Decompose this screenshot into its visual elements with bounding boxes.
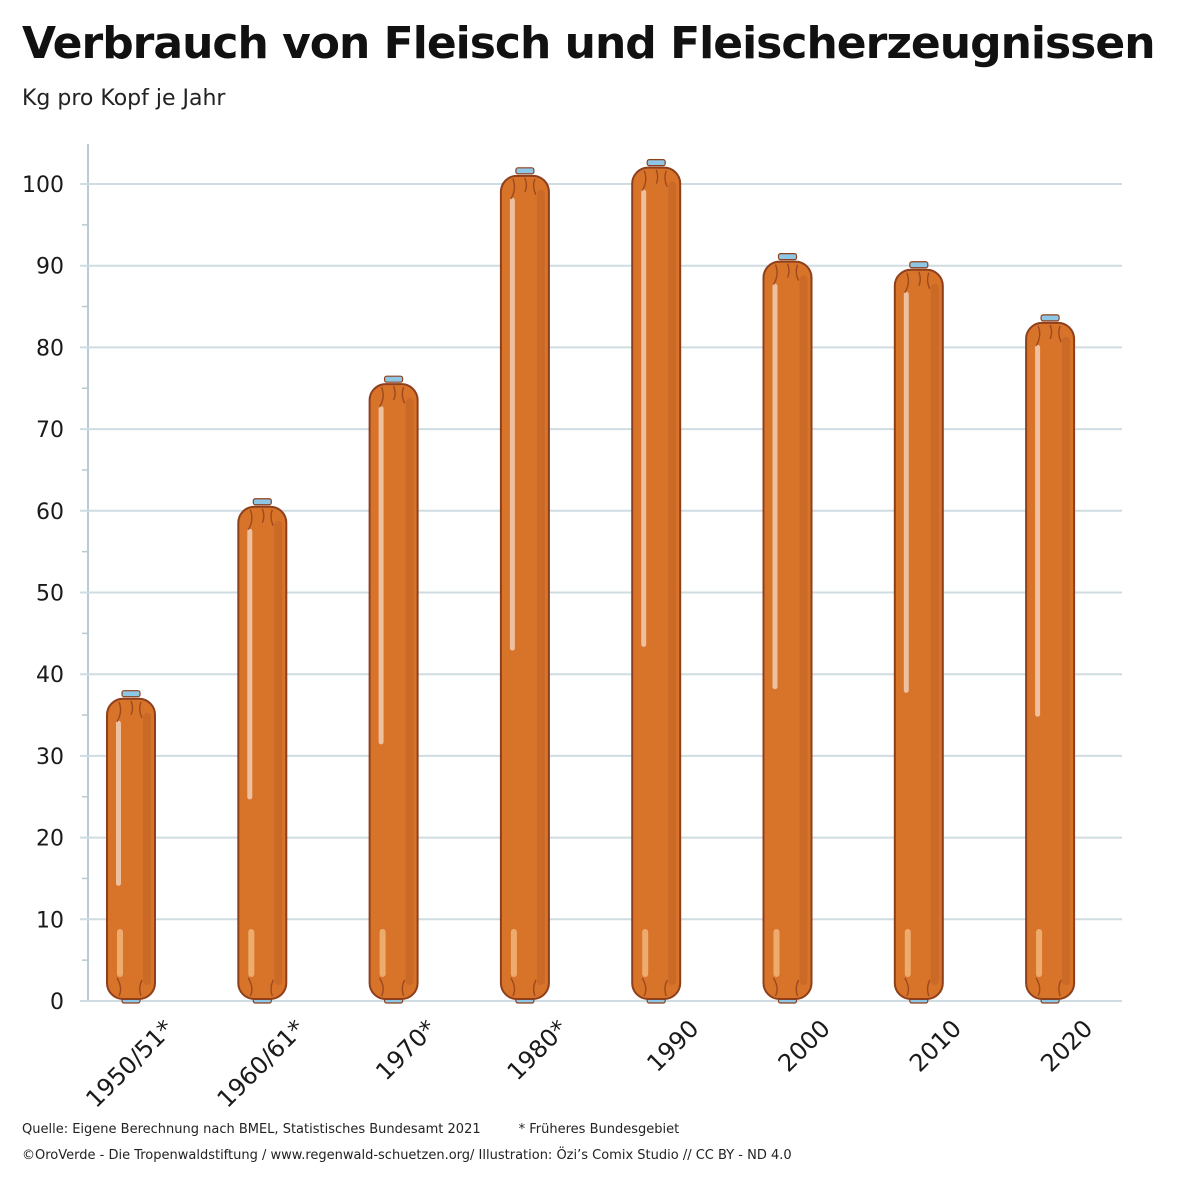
sausage-highlight-low	[117, 929, 123, 977]
sausage-highlight-low	[510, 929, 517, 977]
sausage-shade	[536, 189, 545, 985]
sausage-shade	[1062, 336, 1071, 985]
sausage-highlight	[509, 197, 515, 651]
sausage-wrinkle-bottom	[378, 977, 406, 997]
sausage-tie-top	[252, 498, 272, 506]
sausage-shade	[274, 520, 283, 985]
sausage-highlight-low	[642, 929, 649, 977]
sausage-wrinkle-bottom	[247, 977, 274, 997]
bar	[893, 261, 944, 1004]
bar	[499, 167, 550, 1004]
sausage-wrinkle-bottom	[772, 977, 800, 997]
y-axis: 0 10 20 30 40 50 60 70 80 90 100	[22, 173, 64, 1015]
bar	[1025, 314, 1076, 1004]
sausage-wrinkle-top	[247, 508, 274, 531]
x-tick-label: 1980*	[502, 1014, 573, 1085]
x-tick-label: 2000	[773, 1014, 836, 1077]
sausage-wrinkle-bottom	[510, 977, 537, 997]
y-tick-label: 30	[36, 745, 64, 770]
sausage-highlight	[641, 189, 647, 647]
sausage-highlight	[378, 406, 384, 745]
chart-subtitle: Kg pro Kopf je Jahr	[22, 86, 226, 111]
y-tick-label: 10	[36, 908, 64, 933]
sausage-wrinkle-top	[772, 263, 800, 285]
y-tick-label: 50	[36, 582, 64, 607]
y-tick-label: 70	[36, 418, 64, 443]
footnote-text: * Früheres Bundesgebiet	[518, 1122, 680, 1137]
sausage-highlight-low	[1036, 929, 1043, 977]
sausage-wrinkle-top	[1035, 324, 1062, 347]
sausage-wrinkle-top	[904, 271, 931, 294]
y-tick-label: 0	[50, 990, 64, 1015]
sausage-wrinkle-top	[641, 169, 668, 192]
sausage-highlight	[116, 720, 121, 886]
sausage-highlight-low	[379, 929, 386, 977]
grid-layer	[80, 144, 1122, 1002]
y-tick-label: 100	[22, 173, 64, 198]
x-tick-label: 1970*	[370, 1014, 441, 1085]
sausage-bars	[106, 159, 1076, 1004]
x-axis: 1950/51* 1960/61* 1970* 1980* 1990 2000 2010 20…	[80, 1014, 1098, 1113]
sausage-highlight-low	[773, 929, 780, 977]
bar	[237, 498, 288, 1004]
bar	[368, 375, 419, 1004]
y-tick-label: 40	[36, 663, 64, 688]
source-text: Quelle: Eigene Berechnung nach BMEL, Sta…	[22, 1122, 481, 1137]
y-tick-label: 80	[36, 336, 64, 361]
sausage-shade	[668, 181, 677, 985]
sausage-tie-top	[1040, 314, 1060, 322]
sausage-shade	[930, 283, 939, 985]
y-tick-label: 90	[36, 255, 64, 280]
sausage-tie-top	[646, 159, 666, 167]
sausage-wrinkle-top	[510, 177, 537, 200]
sausage-highlight-low	[904, 929, 911, 977]
source-line: Quelle: Eigene Berechnung nach BMEL, Sta…	[22, 1122, 679, 1137]
x-tick-label: 1990	[641, 1014, 704, 1077]
sausage-wrinkle-top	[378, 385, 406, 408]
sausage-tie-top	[384, 375, 404, 383]
sausage-highlight-low	[248, 929, 255, 977]
sausage-highlight	[1035, 344, 1041, 717]
sausage-wrinkle-bottom	[1035, 977, 1062, 997]
sausage-wrinkle-top	[116, 700, 143, 723]
bar	[762, 253, 813, 1004]
bar	[631, 159, 682, 1004]
sausage-wrinkle-bottom	[116, 977, 143, 997]
y-tick-label: 20	[36, 827, 64, 852]
sausage-wrinkle-bottom	[904, 977, 931, 997]
sausage-wrinkle-bottom	[641, 977, 668, 997]
chart-title: Verbrauch von Fleisch und Fleischerzeugn…	[22, 18, 1156, 69]
sausage-highlight	[903, 291, 909, 693]
y-tick-label: 60	[36, 500, 64, 525]
bar	[106, 690, 156, 1004]
sausage-shade	[799, 275, 808, 985]
sausage-shade	[405, 398, 414, 985]
credit-text: ©OroVerde - Die Tropenwaldstiftung / www…	[22, 1148, 792, 1163]
sausage-tie-top	[121, 690, 141, 698]
sausage-highlight	[772, 283, 778, 690]
x-tick-label: 2020	[1035, 1014, 1098, 1077]
x-tick-label: 2010	[904, 1014, 967, 1077]
x-tick-label: 1950/51*	[80, 1014, 179, 1113]
sausage-tie-top	[515, 167, 535, 175]
sausage-tie-top	[909, 261, 929, 269]
sausage-highlight	[247, 528, 253, 800]
sausage-tie-top	[777, 253, 798, 261]
x-tick-label: 1960/61*	[212, 1014, 311, 1113]
sausage-shade	[143, 712, 151, 985]
